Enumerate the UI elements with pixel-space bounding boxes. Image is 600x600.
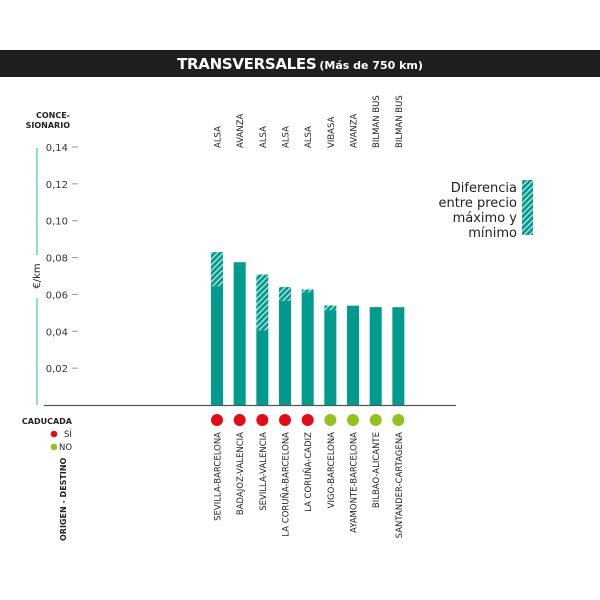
operator-label: ALSA [214,126,224,148]
route-label: SANTANDER-CARTAGENA [395,432,405,539]
expired-legend-dot [50,430,58,438]
expired-legend-label: SÍ [64,428,72,440]
bar-price-range [324,305,337,311]
bar-min-price [211,286,223,405]
operator-label: BILMAN BUS [372,95,382,148]
operator-label: VIBASA [327,116,337,148]
y-tick-label: 0,08 [46,254,68,265]
operator-label: ALSA [304,126,314,148]
bar-price-range [211,252,223,287]
operator-label: BILMAN BUS [395,95,405,148]
route-label: SEVILLA-BARCELONA [214,432,224,521]
title-bar: TRANSVERSALES (Más de 750 km) [0,50,600,77]
y-tick-label: 0,06 [46,290,68,301]
operator-label: AVANZA [236,113,246,148]
bar-min-price [324,310,337,405]
y-tick-label: 0,10 [46,217,68,228]
expired-dot [301,414,314,426]
operator-label: AVANZA [350,113,360,148]
chart-title: TRANSVERSALES [177,55,317,73]
bar-min-price [369,307,382,405]
route-label: VIGO-BARCELONA [327,432,337,509]
route-label: AYAMONTE-BARCELONA [350,432,360,533]
not-expired-dot [392,414,405,426]
bar-min-price [279,300,292,405]
bar-min-price [347,305,360,405]
not-expired-legend-label: NO [59,443,72,453]
not-expired-legend-dot [50,443,58,451]
route-label: LA CORUÑA-CADIZ [303,432,314,512]
bar-price-range [279,287,292,301]
y-tick-label: 0,04 [46,327,68,338]
bar-min-price [301,292,314,405]
origen-destino-label: ORIGEN - DESTINO [59,457,68,541]
expired-dot [279,414,292,426]
y-axis-label: €/km [32,263,43,288]
bar-price-range [256,274,269,331]
operator-label: ALSA [282,126,292,148]
legend-range-label: entre precio [438,196,517,211]
expired-dot [256,414,269,426]
not-expired-dot [347,414,360,426]
concesionario-label: SIONARIO [26,121,71,130]
bar-price-range [301,289,314,293]
legend-range-swatch [522,180,533,235]
route-label: BADAJOZ-VALENCIA [236,432,246,515]
chart-subtitle: (Más de 750 km) [319,59,423,72]
legend-range-label: mínimo [468,226,517,241]
concesionario-label: CONCE- [36,111,70,120]
legend-range-label: Diferencia [451,181,517,196]
bar-min-price [256,330,269,405]
not-expired-dot [369,414,382,426]
route-label: LA CORUÑA-BARCELONA [281,432,292,537]
caducada-label: CADUCADA [22,417,73,426]
bar-min-price [233,262,246,405]
y-tick-label: 0,02 [46,364,68,375]
legend-range-label: máximo y [453,211,518,226]
expired-dot [233,414,246,426]
bar-min-price [392,307,405,405]
route-label: BILBAO-ALICANTE [372,432,382,508]
y-tick-label: 0,14 [46,143,68,154]
route-label: SEVILLA-VALENCIA [259,432,269,511]
not-expired-dot [324,414,337,426]
expired-dot [211,414,223,426]
operator-label: ALSA [259,126,269,148]
y-tick-label: 0,12 [46,180,68,191]
